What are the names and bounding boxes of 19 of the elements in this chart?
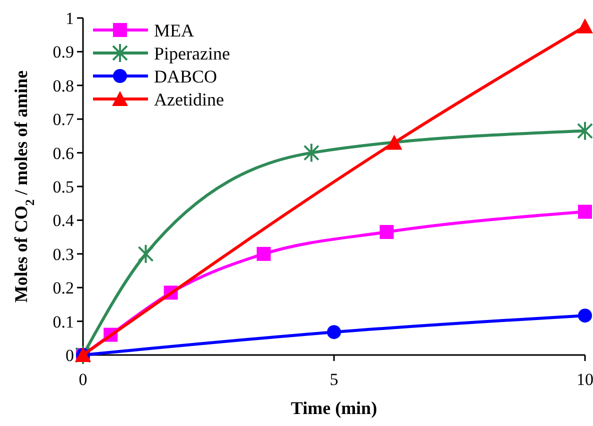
- legend-label: DABCO: [154, 66, 218, 86]
- legend-label: MEA: [154, 20, 194, 40]
- y-tick-label: 0.2: [52, 278, 74, 298]
- y-tick-label: 0.3: [52, 244, 74, 264]
- y-tick-label: 1: [66, 8, 74, 28]
- legend-label: Piperazine: [154, 43, 230, 64]
- y-tick-label: 0: [66, 346, 74, 365]
- x-tick-label: 10: [576, 370, 593, 389]
- x-tick-label: 5: [330, 370, 338, 389]
- x-axis-title: Time (min): [290, 398, 378, 418]
- y-tick-label: 0.4: [52, 211, 74, 230]
- y-tick-label: 0.7: [52, 110, 74, 130]
- legend-label: Azetidine: [154, 89, 224, 110]
- y-tick-label: 0.6: [52, 144, 74, 163]
- x-tick-label: 0: [78, 370, 88, 389]
- y-tick-label: 0.5: [52, 177, 74, 196]
- y-tick-label: 0.1: [52, 312, 74, 332]
- y-tick-label: 0.9: [52, 42, 74, 62]
- y-tick-label: 0.8: [52, 76, 74, 96]
